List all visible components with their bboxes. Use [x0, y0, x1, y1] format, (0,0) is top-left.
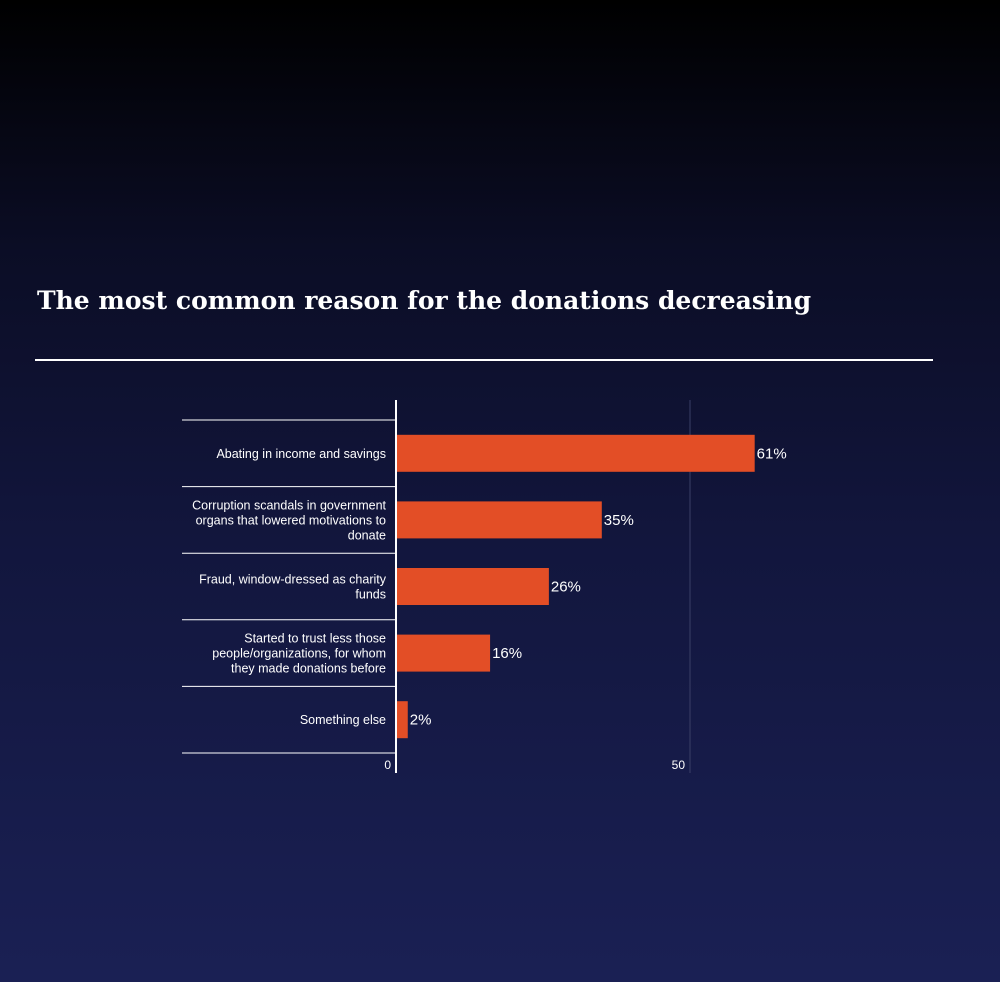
- category-label: Started to trust less those people/organi…: [212, 632, 386, 676]
- value-label: 35%: [604, 512, 634, 529]
- value-label: 16%: [492, 645, 522, 662]
- row-separators: [182, 419, 396, 754]
- bar: [396, 634, 491, 672]
- category-labels: Abating in income and savings Corruption …: [192, 447, 387, 727]
- x-tick-label: 0: [384, 758, 391, 772]
- category-label: Something else: [300, 713, 386, 727]
- value-label: 61%: [757, 445, 787, 462]
- value-label: 2%: [410, 712, 432, 729]
- chart-title: The most common reason for the donations…: [37, 286, 812, 315]
- category-label: Corruption scandals in government organs …: [192, 498, 386, 542]
- value-labels: 61% 35% 26% 16% 2%: [410, 445, 787, 728]
- bar: [396, 568, 549, 605]
- bars: [396, 434, 755, 739]
- bar: [396, 701, 408, 739]
- title-divider: [35, 359, 933, 361]
- value-label: 26%: [551, 579, 581, 596]
- category-label: Fraud, window-dressed as charity funds: [199, 573, 387, 602]
- x-tick-label: 50: [672, 758, 686, 772]
- x-tick-labels: 0 50: [384, 758, 685, 772]
- bar: [396, 434, 755, 472]
- bar: [396, 501, 602, 539]
- category-label: Abating in income and savings: [216, 447, 386, 461]
